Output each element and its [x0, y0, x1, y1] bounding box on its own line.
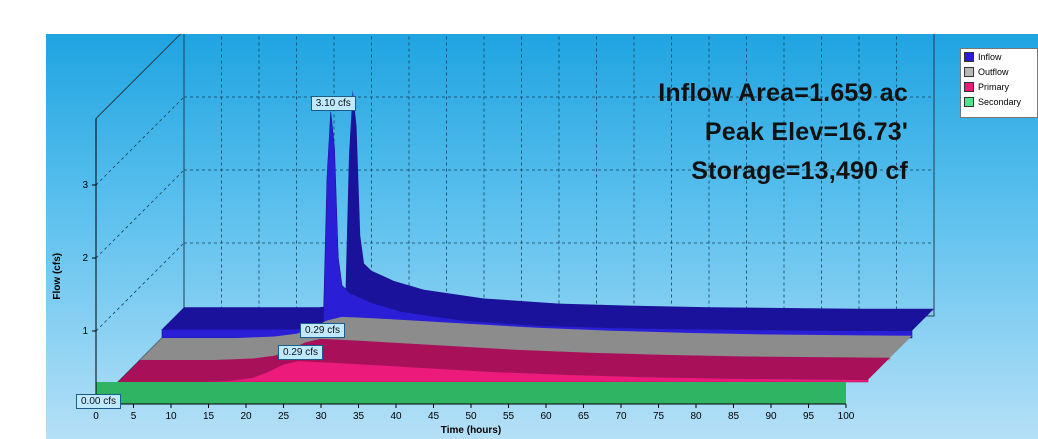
- y-tick-label: 2: [82, 253, 88, 264]
- inflow-area-text: Inflow Area=1.659 ac: [658, 79, 908, 107]
- series-area-primary: [118, 360, 869, 383]
- y-tick-label: 1: [82, 326, 88, 337]
- legend-item-outflow: Outflow: [961, 64, 1037, 79]
- peak-elev-text: Peak Elev=16.73': [704, 118, 908, 146]
- peak-label-outflow: 0.29 cfs: [300, 322, 346, 338]
- x-tick-label: 70: [615, 411, 627, 422]
- x-tick-label: 45: [428, 411, 440, 422]
- legend-label-inflow: Inflow: [978, 51, 1002, 62]
- legend-swatch-secondary: [964, 96, 974, 107]
- x-tick-label: 35: [353, 411, 365, 422]
- grid-line-depth: [95, 96, 185, 186]
- x-axis-title: Time (hours): [441, 425, 501, 436]
- x-tick-label: 30: [315, 411, 327, 422]
- legend-label-outflow: Outflow: [978, 66, 1009, 77]
- x-tick-label: 80: [690, 411, 702, 422]
- legend-swatch-primary: [964, 81, 974, 92]
- x-tick-label: 100: [838, 411, 855, 422]
- x-tick-label: 75: [653, 411, 665, 422]
- legend-item-inflow: Inflow: [961, 49, 1037, 64]
- x-tick-label: 60: [540, 411, 552, 422]
- peak-label-inflow: 3.10 cfs: [310, 95, 356, 111]
- top-edge-left: [95, 34, 182, 119]
- legend-item-primary: Primary: [961, 79, 1037, 94]
- x-tick-label: 90: [765, 411, 777, 422]
- storage-text: Storage=13,490 cf: [691, 157, 908, 185]
- legend-swatch-outflow: [964, 66, 974, 77]
- y-tick-label: 3: [82, 180, 88, 191]
- x-tick-label: 25: [278, 411, 290, 422]
- series-surface-inflow: [162, 89, 934, 331]
- series-surface-secondary: [96, 382, 846, 404]
- x-tick-label: 0: [93, 411, 99, 422]
- x-tick-label: 20: [240, 411, 252, 422]
- x-tick-label: 50: [465, 411, 477, 422]
- x-tick-label: 55: [503, 411, 515, 422]
- x-tick-label: 10: [165, 411, 177, 422]
- x-tick-label: 40: [390, 411, 402, 422]
- grid-line-depth: [95, 242, 185, 332]
- legend-label-primary: Primary: [978, 81, 1009, 92]
- y-axis: 0123Flow (cfs): [52, 118, 97, 410]
- x-tick-label: 15: [203, 411, 215, 422]
- x-tick-label: 95: [803, 411, 815, 422]
- x-tick-label: 65: [578, 411, 590, 422]
- series-secondary: [96, 382, 846, 405]
- legend-label-secondary: Secondary: [978, 96, 1022, 107]
- grid-line-depth: [95, 169, 185, 259]
- x-tick-label: 85: [728, 411, 740, 422]
- peak-label-primary: 0.29 cfs: [278, 344, 324, 360]
- y-axis-title: Flow (cfs): [52, 253, 63, 300]
- legend-swatch-inflow: [964, 51, 974, 62]
- x-tick-label: 5: [131, 411, 137, 422]
- legend-item-secondary: Secondary: [961, 94, 1037, 109]
- hydrograph-summary: Inflow Area=1.659 ac Peak Elev=16.73' St…: [658, 74, 908, 191]
- peak-label-secondary: 0.00 cfs: [76, 394, 122, 409]
- chart-legend: Inflow Outflow Primary Secondary: [960, 48, 1038, 118]
- x-axis: 0 5 10 15 20 25 30 35 40 45 50 55 60 65 70 75 80 85 90 95 10…: [93, 403, 855, 436]
